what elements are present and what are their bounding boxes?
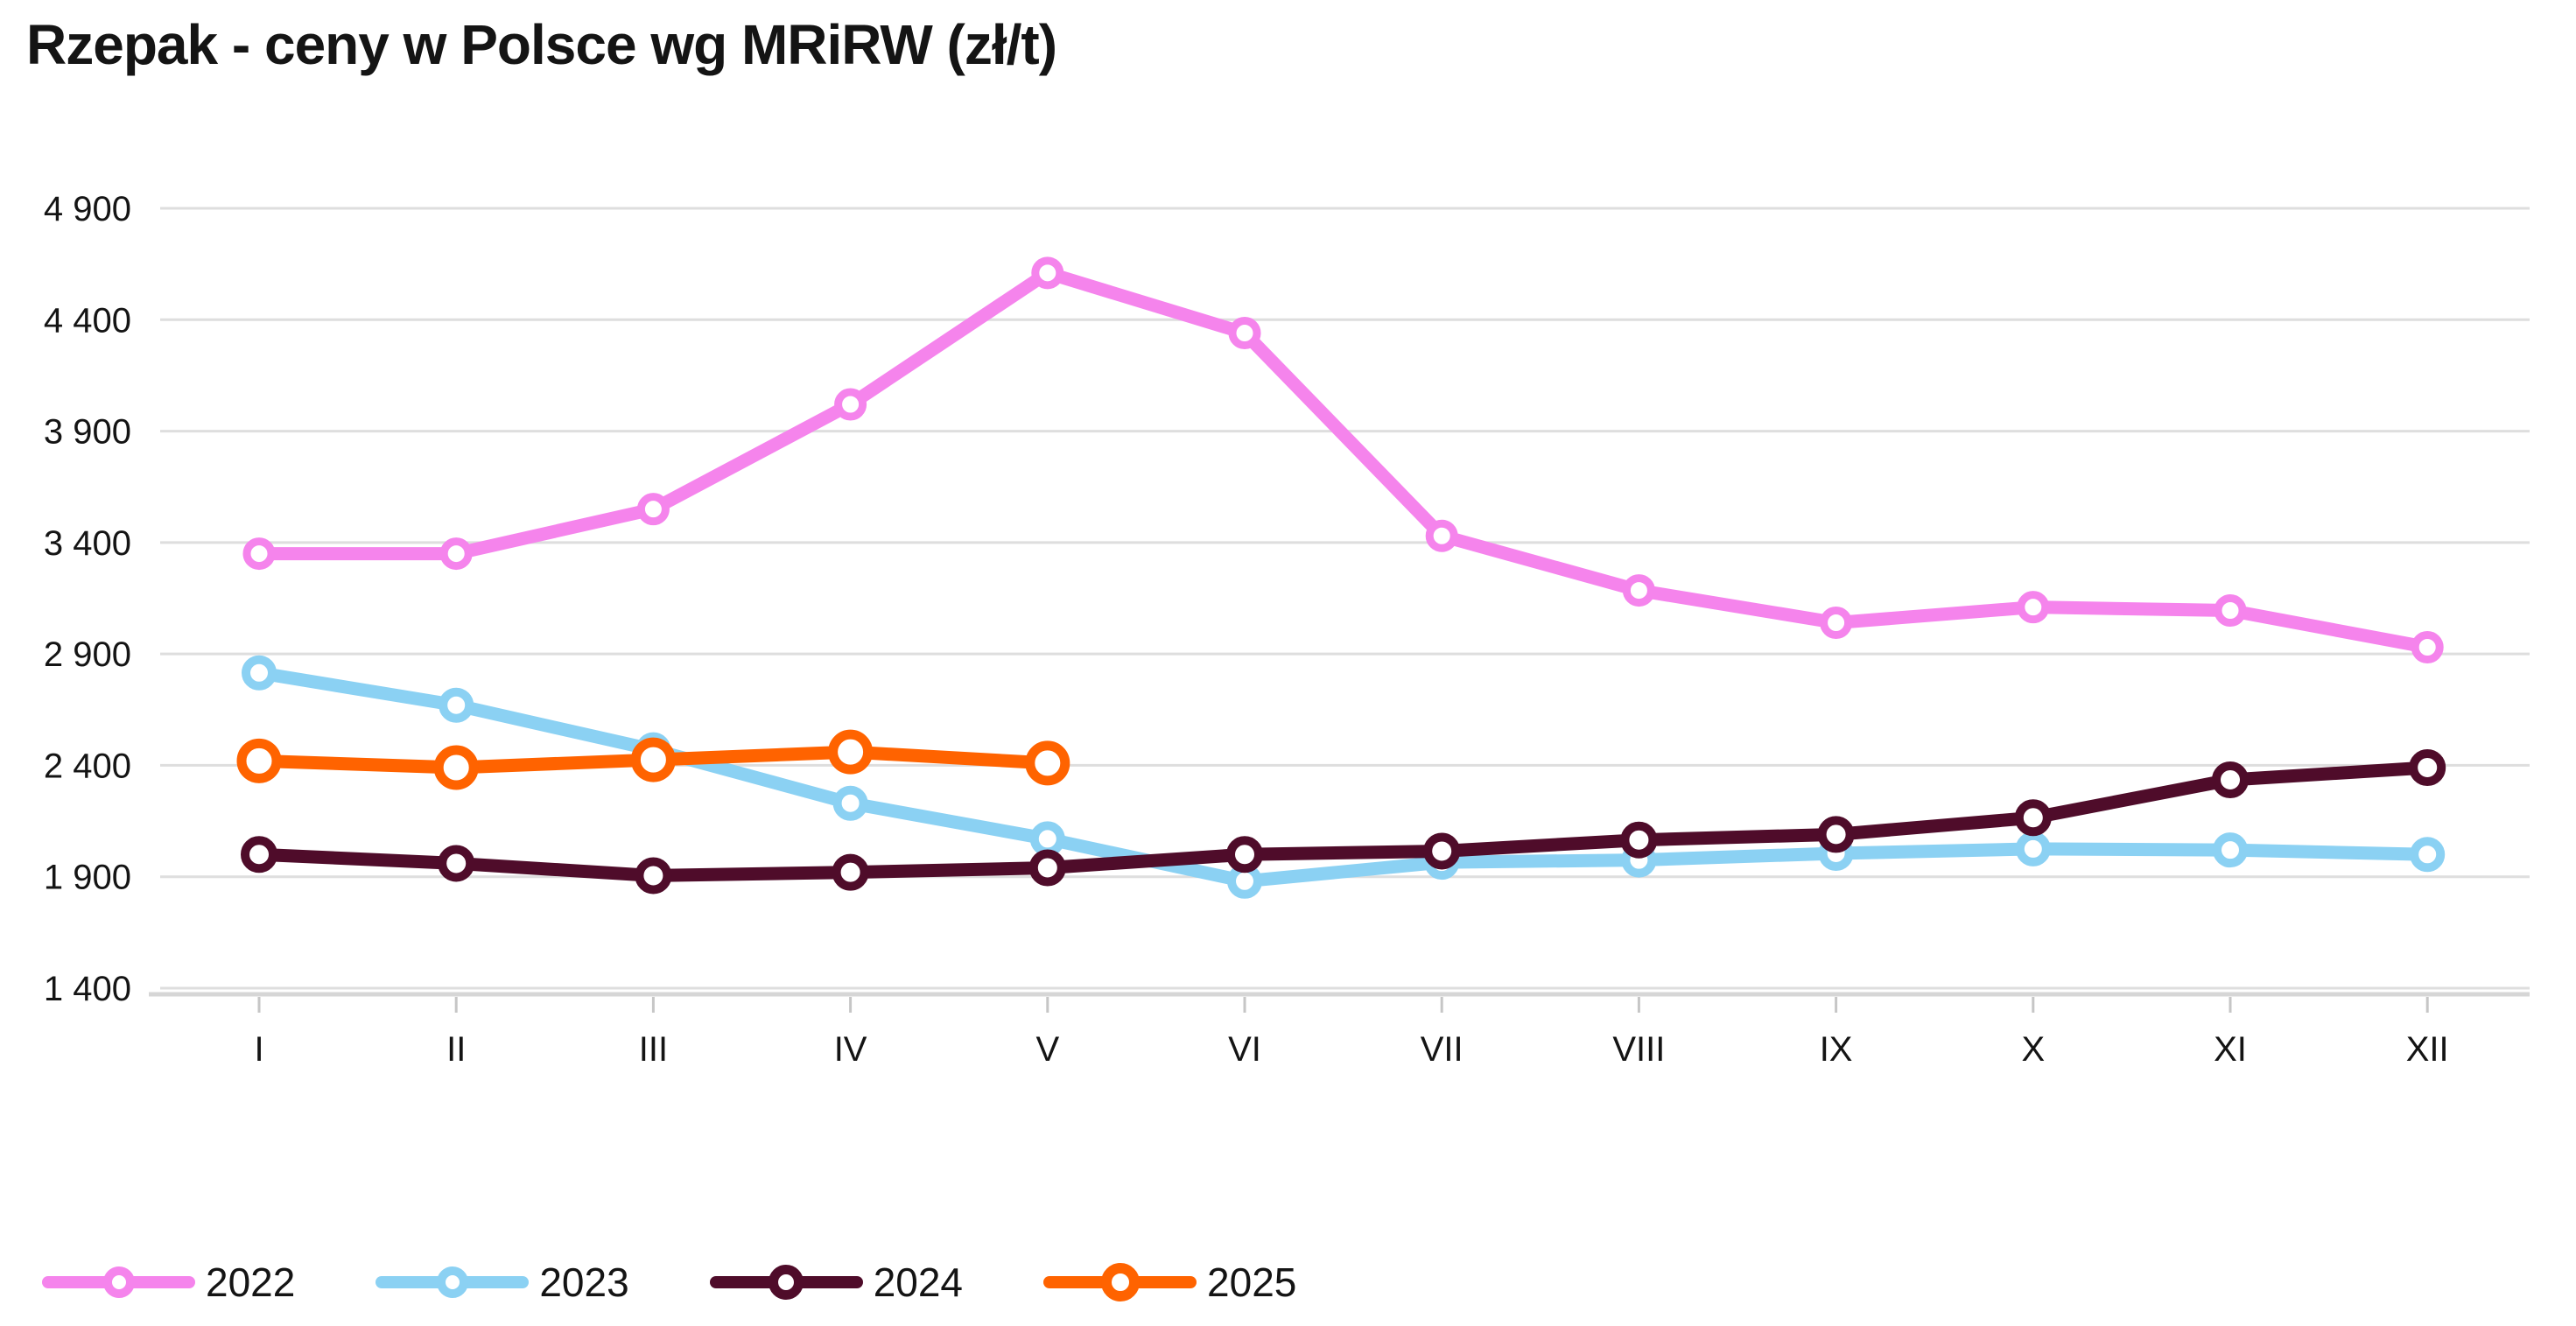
legend-item-2024: 2024 xyxy=(709,1259,964,1306)
data-point-2024-II xyxy=(438,845,475,882)
x-axis-tick-label: III xyxy=(639,1030,668,1069)
y-axis-tick-label: 3 900 xyxy=(44,413,131,452)
data-point-2025-II xyxy=(433,745,479,790)
x-axis-tick-label: X xyxy=(2021,1030,2045,1069)
data-point-2025-III xyxy=(630,737,676,782)
x-axis-tick-label: V xyxy=(1035,1030,1059,1069)
data-point-2022-VI xyxy=(1228,317,1261,350)
legend-marker-icon xyxy=(709,1265,863,1300)
data-point-2022-II xyxy=(439,537,473,571)
x-axis-tick-label: II xyxy=(446,1030,466,1069)
y-axis-tick-label: 1 900 xyxy=(44,859,131,897)
x-axis-tick-label: XII xyxy=(2406,1030,2449,1069)
legend-label: 2023 xyxy=(539,1259,629,1305)
legend-item-2022: 2022 xyxy=(42,1259,295,1306)
data-point-2022-III xyxy=(636,493,670,526)
legend-item-2023: 2023 xyxy=(376,1259,629,1306)
data-point-2023-X xyxy=(2015,831,2051,866)
legend-ring xyxy=(769,1265,804,1300)
data-point-2024-VIII xyxy=(1620,821,1658,859)
legend-marker-icon xyxy=(1043,1263,1197,1301)
legend-ring xyxy=(436,1266,468,1298)
legend-marker-icon xyxy=(42,1265,195,1300)
series-line-2024 xyxy=(252,761,2434,882)
y-axis-tick-label: 4 400 xyxy=(44,301,131,340)
y-axis-tick-label: 1 400 xyxy=(44,970,131,1008)
legend-marker-icon xyxy=(376,1265,530,1300)
x-axis-tick-label: IV xyxy=(834,1030,867,1069)
data-point-2023-V xyxy=(1029,821,1065,857)
data-point-2022-I xyxy=(242,537,276,571)
data-point-2022-V xyxy=(1031,256,1064,290)
legend-ring xyxy=(1100,1263,1140,1301)
line-chart: 4 900 4 400 3 900 3 400 2 900 2 400 1 900 1 400… xyxy=(44,190,2530,1069)
chart-legend: 2022 2023 2024 2025 xyxy=(42,1259,1296,1306)
x-axis-tick-label: VI xyxy=(1228,1030,1261,1069)
data-point-2024-XII xyxy=(2409,748,2446,786)
series-line-2022 xyxy=(252,266,2434,655)
data-point-2022-VIII xyxy=(1622,574,1655,607)
data-point-2022-X xyxy=(2017,591,2050,624)
legend-label: 2024 xyxy=(873,1259,964,1305)
y-axis-tick-label: 2 900 xyxy=(44,635,131,674)
x-axis-tick-label: IX xyxy=(1820,1030,1853,1069)
legend-label: 2025 xyxy=(1207,1259,1297,1305)
y-axis-tick-label: 3 400 xyxy=(44,524,131,563)
data-point-2022-VII xyxy=(1425,519,1458,552)
x-axis-tick-label: VII xyxy=(1421,1030,1463,1069)
data-point-2023-IV xyxy=(832,785,868,821)
x-axis-tick-label: I xyxy=(254,1030,263,1069)
legend-ring xyxy=(102,1266,135,1298)
data-point-2024-VI xyxy=(1226,836,1263,873)
data-point-2022-IV xyxy=(834,388,867,421)
data-point-2023-II xyxy=(439,687,474,723)
data-point-2024-XI xyxy=(2212,761,2249,798)
x-axis-tick-label: VIII xyxy=(1612,1030,1665,1069)
data-point-2024-VII xyxy=(1423,832,1461,870)
data-point-2023-XI xyxy=(2213,832,2248,868)
data-point-2024-X xyxy=(2014,799,2052,837)
y-axis-tick-label: 4 900 xyxy=(44,190,131,228)
data-point-2022-IX xyxy=(1820,607,1853,640)
legend-item-2025: 2025 xyxy=(1043,1259,1296,1306)
data-point-2023-XII xyxy=(2410,837,2446,873)
x-axis-tick-label: XI xyxy=(2214,1030,2247,1069)
series-line-2023 xyxy=(252,666,2434,888)
legend-label: 2022 xyxy=(206,1259,296,1305)
chart-title: Rzepak - ceny w Polsce wg MRiRW (zł/t) xyxy=(26,13,1057,76)
data-point-2022-XII xyxy=(2411,631,2444,664)
y-axis-tick-label: 2 400 xyxy=(44,747,131,785)
data-point-2025-I xyxy=(236,738,282,783)
data-point-2025-IV xyxy=(828,729,874,775)
data-point-2024-I xyxy=(241,836,277,873)
data-point-2023-I xyxy=(242,655,277,691)
data-point-2024-V xyxy=(1028,849,1066,887)
data-point-2024-IX xyxy=(1817,816,1855,853)
data-point-2025-V xyxy=(1025,740,1070,786)
data-point-2022-XI xyxy=(2214,594,2247,628)
data-point-2024-IV xyxy=(832,853,869,891)
data-point-2024-III xyxy=(635,857,672,895)
